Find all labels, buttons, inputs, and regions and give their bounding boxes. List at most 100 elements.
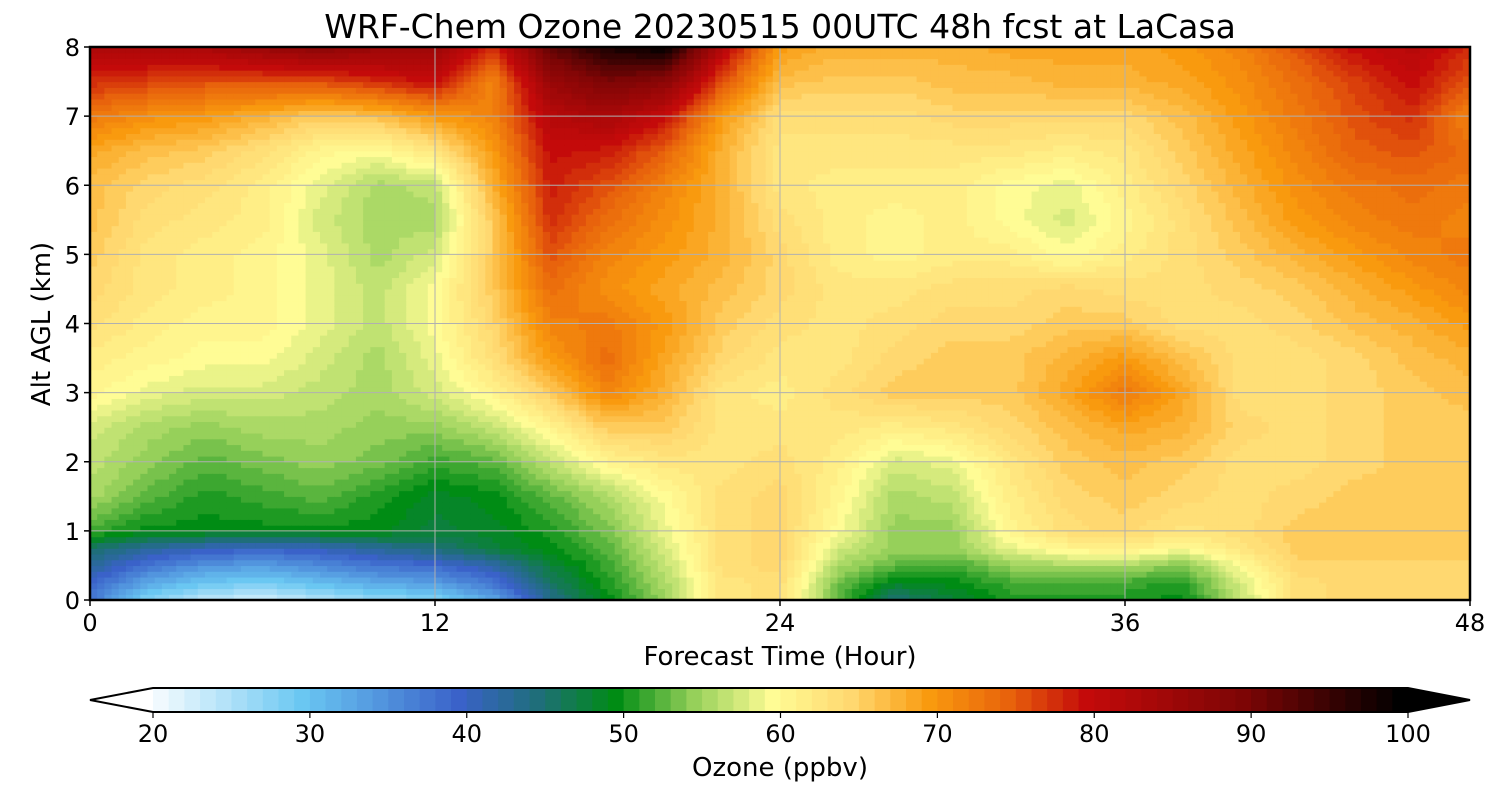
colorbar-swatch — [545, 688, 561, 712]
colorbar-swatch — [263, 688, 279, 712]
colorbar-swatch — [294, 688, 310, 712]
y-tick-label: 6 — [65, 172, 80, 200]
chart-title: WRF-Chem Ozone 20230515 00UTC 48h fcst a… — [324, 7, 1236, 46]
colorbar-swatch — [1377, 688, 1393, 712]
chart: WRF-Chem Ozone 20230515 00UTC 48h fcst a… — [0, 0, 1500, 800]
colorbar-swatch — [828, 688, 844, 712]
colorbar-swatch — [231, 688, 247, 712]
colorbar-min-extend — [90, 688, 153, 712]
colorbar-swatch — [1283, 688, 1299, 712]
colorbar-swatch — [984, 688, 1000, 712]
x-axis-label: Forecast Time (Hour) — [643, 642, 916, 672]
colorbar-swatch — [1063, 688, 1079, 712]
colorbar-tick-label: 20 — [138, 720, 169, 748]
colorbar-swatch — [1126, 688, 1142, 712]
colorbar-swatch — [388, 688, 404, 712]
colorbar-swatch — [577, 688, 593, 712]
colorbar-swatch — [482, 688, 498, 712]
colorbar-swatch — [1204, 688, 1220, 712]
colorbar-swatch — [1047, 688, 1063, 712]
x-tick-label: 24 — [765, 609, 796, 637]
colorbar-swatch — [796, 688, 812, 712]
y-tick-label: 8 — [65, 34, 80, 62]
colorbar-swatch — [937, 688, 953, 712]
colorbar-tick-label: 30 — [295, 720, 326, 748]
colorbar-swatch — [357, 688, 373, 712]
colorbar-swatch — [1345, 688, 1361, 712]
colorbar-swatch — [890, 688, 906, 712]
colorbar-swatch — [1110, 688, 1126, 712]
colorbar-tick-label: 80 — [1079, 720, 1110, 748]
colorbar-swatch — [184, 688, 200, 712]
colorbar-swatch — [655, 688, 671, 712]
x-tick-label: 12 — [420, 609, 451, 637]
y-tick-label: 1 — [65, 518, 80, 546]
colorbar-swatch — [906, 688, 922, 712]
colorbar-swatch — [373, 688, 389, 712]
colorbar-swatch — [922, 688, 938, 712]
colorbar-swatch — [875, 688, 891, 712]
colorbar-swatch — [1157, 688, 1173, 712]
colorbar-max-extend — [1408, 688, 1470, 712]
colorbar-swatch — [153, 688, 169, 712]
colorbar-swatch — [686, 688, 702, 712]
colorbar-swatch — [200, 688, 216, 712]
x-axis: 0 12 24 36 48 — [82, 600, 1485, 637]
x-tick-label: 48 — [1455, 609, 1486, 637]
colorbar-swatch — [310, 688, 326, 712]
colorbar-swatch — [749, 688, 765, 712]
colorbar-swatch — [1141, 688, 1157, 712]
colorbar-swatch — [1032, 688, 1048, 712]
y-tick-label: 5 — [65, 241, 80, 269]
colorbar-swatch — [1330, 688, 1346, 712]
colorbar-swatch — [435, 688, 451, 712]
colorbar-tick-label: 40 — [451, 720, 482, 748]
colorbar-swatch — [859, 688, 875, 712]
colorbar-swatch — [733, 688, 749, 712]
colorbar-swatch — [1235, 688, 1251, 712]
y-axis: 0 1 2 3 4 5 6 7 8 — [65, 34, 90, 615]
colorbar-swatch — [498, 688, 514, 712]
colorbar-swatch — [639, 688, 655, 712]
colorbar-swatch — [953, 688, 969, 712]
colorbar-swatch — [592, 688, 608, 712]
colorbar-tick-label: 100 — [1385, 720, 1431, 748]
y-tick-label: 7 — [65, 103, 80, 131]
colorbar-swatch — [1220, 688, 1236, 712]
y-tick-label: 0 — [65, 587, 80, 615]
colorbar-swatch — [1314, 688, 1330, 712]
colorbar-swatch — [1016, 688, 1032, 712]
colorbar-swatch — [467, 688, 483, 712]
colorbar-tick-label: 70 — [922, 720, 953, 748]
colorbar-swatch — [341, 688, 357, 712]
y-tick-label: 2 — [65, 449, 80, 477]
colorbar-swatch — [216, 688, 232, 712]
colorbar-swatch — [420, 688, 436, 712]
colorbar-swatch — [404, 688, 420, 712]
colorbar-swatch — [718, 688, 734, 712]
colorbar-swatch — [279, 688, 295, 712]
colorbar-swatch — [1094, 688, 1110, 712]
colorbar-swatch — [843, 688, 859, 712]
colorbar-swatch — [1392, 688, 1408, 712]
colorbar-swatch — [1298, 688, 1314, 712]
colorbar-swatch — [812, 688, 828, 712]
colorbar-swatch — [561, 688, 577, 712]
colorbar-swatch — [326, 688, 342, 712]
colorbar-swatch — [765, 688, 781, 712]
colorbar-swatch — [702, 688, 718, 712]
colorbar-swatch — [1267, 688, 1283, 712]
colorbar — [90, 688, 1470, 712]
x-tick-label: 36 — [1110, 609, 1141, 637]
colorbar-swatch — [169, 688, 185, 712]
colorbar-swatch — [451, 688, 467, 712]
colorbar-swatch — [247, 688, 263, 712]
y-tick-label: 4 — [65, 311, 80, 339]
colorbar-swatch — [671, 688, 687, 712]
colorbar-swatch — [1173, 688, 1189, 712]
colorbar-swatch — [969, 688, 985, 712]
colorbar-swatch — [530, 688, 546, 712]
y-axis-label: Alt AGL (km) — [27, 242, 57, 406]
colorbar-swatch — [1079, 688, 1095, 712]
y-tick-label: 3 — [65, 380, 80, 408]
